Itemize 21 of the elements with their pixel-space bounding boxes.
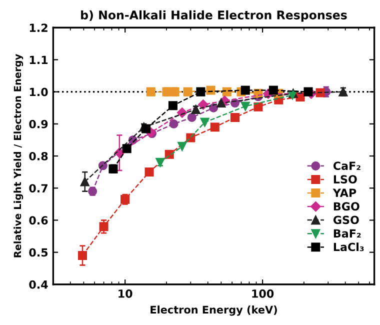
x-tick-label: 100 [252, 289, 274, 298]
y-tick-label: 0.4 [29, 280, 48, 289]
legend-label: BaF₂ [334, 229, 361, 238]
y-tick-label: 0.5 [29, 248, 48, 257]
legend-label: LaCl₃ [334, 242, 364, 252]
x-tick-label: 10 [118, 289, 132, 298]
chart-title: b) Non-Alkali Halide Electron Responses [81, 10, 347, 22]
y-tick-label: 1.0 [30, 88, 48, 96]
legend-label: BGO [334, 202, 360, 211]
x-axis-title: Electron Energy (keV) [150, 306, 277, 316]
y-tick-label: 0.7 [29, 184, 48, 192]
y-tick-label: 1.1 [30, 56, 48, 64]
y-tick-label: 0.6 [29, 216, 48, 225]
y-tick-label: 0.8 [29, 152, 48, 160]
legend-label: LSO [334, 175, 357, 184]
legend-label: YAP [332, 188, 356, 197]
legend-label: GSO [333, 216, 359, 224]
y-axis-title: Relative Light Yield / Electron Energy [14, 54, 24, 258]
legend-label: CaF₂ [333, 162, 360, 170]
y-tick-label: 0.9 [29, 120, 48, 128]
y-tick-label: 1.2 [30, 24, 48, 32]
